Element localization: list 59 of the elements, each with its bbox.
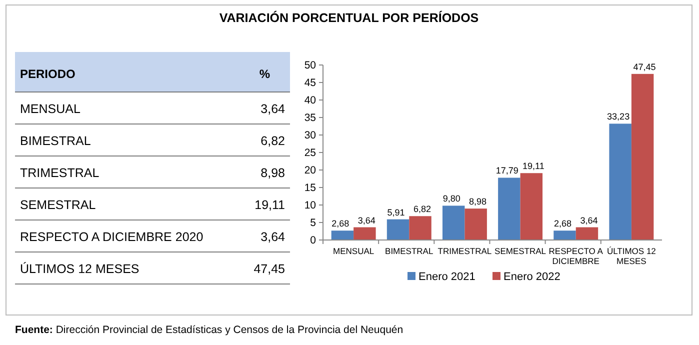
y-tick-label: 40 xyxy=(304,94,316,106)
bar xyxy=(354,227,376,240)
bar xyxy=(576,227,598,240)
y-tick-label: 0 xyxy=(310,234,316,246)
text: 47,45 xyxy=(254,262,285,276)
source-note: Fuente: Dirección Provincial de Estadísticas y Censos de la Provincia del Neuquén xyxy=(15,324,404,336)
text: 3,64 xyxy=(260,230,285,244)
bar xyxy=(554,230,576,240)
y-tick-label: 45 xyxy=(304,77,316,89)
y-tick-label: 30 xyxy=(304,130,316,142)
x-tick-label: MENSUAL xyxy=(333,246,374,256)
category-label: MENSUAL xyxy=(20,102,80,116)
category-label: TRIMESTRAL xyxy=(20,166,100,180)
category-label: SEMESTRAL xyxy=(20,198,96,212)
y-tick-label: 10 xyxy=(304,200,316,212)
y-tick-label: 5 xyxy=(310,217,316,229)
y-tick-label: 50 xyxy=(304,60,316,72)
x-tick-label: TRIMESTRAL xyxy=(438,246,492,256)
y-tick-label: 20 xyxy=(304,164,316,176)
bar xyxy=(331,230,354,240)
bar xyxy=(609,124,632,240)
x-tick-label: BIMESTRAL xyxy=(385,246,434,256)
data-label: 3,64 xyxy=(580,215,598,226)
bar xyxy=(442,206,465,240)
text: PERIODO xyxy=(20,67,76,81)
data-label: 8,98 xyxy=(469,196,487,207)
text: 8,98 xyxy=(260,166,285,180)
category-label: BIMESTRAL xyxy=(20,134,91,148)
data-label: 2,68 xyxy=(332,218,350,229)
text: 19,11 xyxy=(254,198,285,212)
x-tick-label: SEMESTRAL xyxy=(494,246,546,256)
data-label: 19,11 xyxy=(522,161,544,172)
text: VARIACIÓN PORCENTUAL POR PERÍODOS xyxy=(219,10,479,25)
bar xyxy=(386,219,410,240)
data-label: 47,45 xyxy=(633,62,656,72)
category-label: ÚLTIMOS 12 MESES xyxy=(20,262,140,276)
x-tick-label: RESPECTO A DICIEMBRE xyxy=(548,246,604,266)
text: 6,82 xyxy=(260,134,285,148)
data-label: 17,79 xyxy=(496,166,518,176)
y-tick-label: 25 xyxy=(304,147,316,159)
y-tick-label: 15 xyxy=(304,182,316,194)
legend-label: Enero 2022 xyxy=(504,271,560,283)
bar xyxy=(520,173,543,240)
data-label: 6,82 xyxy=(413,204,432,214)
bar xyxy=(464,208,487,240)
x-tick-label: ÚLTIMOS 12 MESES xyxy=(606,246,656,266)
text: % xyxy=(259,67,270,81)
text: 3,64 xyxy=(260,102,285,116)
legend-label: Enero 2021 xyxy=(418,271,476,283)
bar xyxy=(498,178,520,240)
data-label: 3,64 xyxy=(358,215,376,226)
data-label: 5,91 xyxy=(387,207,405,218)
bar xyxy=(409,216,432,240)
y-tick-label: 35 xyxy=(304,112,316,124)
data-label: 2,68 xyxy=(554,218,572,229)
data-label: 33,23 xyxy=(607,112,630,122)
data-label: 9,80 xyxy=(442,194,460,204)
category-label: RESPECTO A DICIEMBRE 2020 xyxy=(20,230,204,244)
bar xyxy=(631,74,654,240)
